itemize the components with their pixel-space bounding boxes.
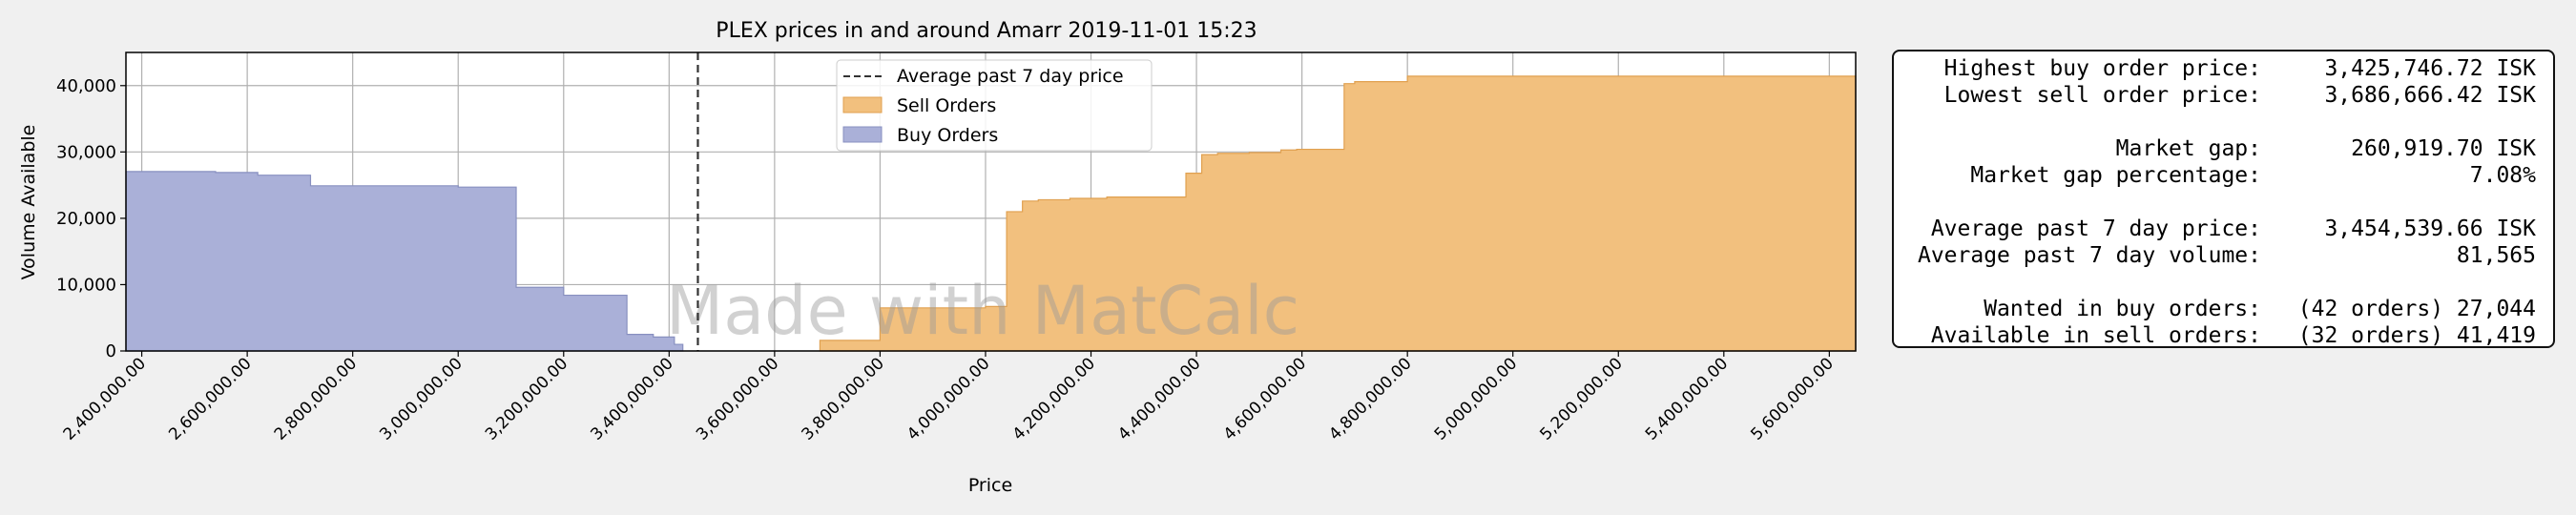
y-tick-label: 40,000 bbox=[56, 76, 116, 96]
x-tick-label: 3,000,000.00 bbox=[376, 354, 466, 443]
x-tick-label: 4,000,000.00 bbox=[904, 354, 993, 443]
info-label: Market gap percentage: bbox=[1970, 163, 2261, 188]
x-tick-label: 2,800,000.00 bbox=[271, 354, 361, 443]
y-tick-label: 10,000 bbox=[56, 275, 116, 295]
legend-frame bbox=[836, 59, 1153, 152]
plot-frame bbox=[125, 52, 1857, 352]
info-label: Wanted in buy orders: bbox=[1984, 297, 2261, 321]
legend-sell-label: Sell Orders bbox=[897, 95, 996, 116]
buy-orders-area bbox=[125, 171, 684, 352]
x-tick-label: 3,400,000.00 bbox=[587, 354, 676, 443]
info-row-avg-volume: Average past 7 day volume: 81,565 bbox=[1894, 242, 2553, 269]
info-value: 3,686,666.42 ISK bbox=[2324, 83, 2536, 108]
y-tick-label: 20,000 bbox=[56, 209, 116, 229]
info-value: 81,565 bbox=[2456, 243, 2536, 268]
info-label: Market gap: bbox=[2115, 136, 2261, 161]
legend-sell-swatch bbox=[842, 96, 883, 113]
y-tick-label: 30,000 bbox=[56, 142, 116, 162]
market-summary-box: Highest buy order price: 3,425,746.72 IS… bbox=[1892, 50, 2555, 348]
x-tick-label: 3,800,000.00 bbox=[799, 354, 888, 443]
info-row-market-gap: Market gap: 260,919.70 ISK bbox=[1894, 135, 2553, 162]
sell-orders-area bbox=[819, 75, 1857, 352]
info-row-market-gap-percentage: Market gap percentage: 7.08% bbox=[1894, 162, 2553, 189]
y-axis-label: Volume Available bbox=[18, 125, 39, 280]
x-tick-label: 2,400,000.00 bbox=[60, 354, 150, 443]
x-tick-label: 4,200,000.00 bbox=[1009, 354, 1099, 443]
info-value: (42 orders) 27,044 bbox=[2297, 297, 2536, 321]
legend-avg-label: Average past 7 day price bbox=[897, 66, 1124, 87]
info-value: (32 orders) 41,419 bbox=[2297, 323, 2536, 348]
legend-buy-label: Buy Orders bbox=[897, 125, 998, 146]
x-tick-label: 3,600,000.00 bbox=[693, 354, 782, 443]
info-row-lowest-sell: Lowest sell order price: 3,686,666.42 IS… bbox=[1894, 82, 2553, 109]
info-label: Available in sell orders: bbox=[1930, 323, 2261, 348]
info-value: 3,425,746.72 ISK bbox=[2324, 56, 2536, 81]
info-label: Highest buy order price: bbox=[1943, 56, 2261, 81]
x-tick-label: 5,400,000.00 bbox=[1642, 354, 1732, 443]
x-tick-label: 2,600,000.00 bbox=[165, 354, 255, 443]
y-tick-label: 0 bbox=[106, 341, 116, 361]
chart-title: PLEX prices in and around Amarr 2019-11-… bbox=[716, 19, 1257, 43]
info-row-avg-price: Average past 7 day price: 3,454,539.66 I… bbox=[1894, 216, 2553, 242]
chart: Made with MatCalc 2,400,000.00 2,600,000.… bbox=[18, 19, 1857, 496]
info-label: Average past 7 day volume: bbox=[1917, 243, 2261, 268]
legend: Average past 7 day price Sell Orders Buy… bbox=[836, 59, 1153, 152]
x-tick-label: 4,800,000.00 bbox=[1325, 354, 1415, 443]
x-tick-label: 4,600,000.00 bbox=[1220, 354, 1310, 443]
info-value: 260,919.70 ISK bbox=[2351, 136, 2536, 161]
x-axis-label: Price bbox=[968, 475, 1012, 496]
info-row-wanted-buy: Wanted in buy orders: (42 orders) 27,044 bbox=[1894, 296, 2553, 322]
series-layer bbox=[125, 75, 1857, 352]
x-tick-label: 5,200,000.00 bbox=[1536, 354, 1626, 443]
legend-buy-swatch bbox=[842, 126, 883, 143]
info-value: 7.08% bbox=[2469, 163, 2536, 188]
x-tick-label: 3,200,000.00 bbox=[482, 354, 571, 443]
info-row-available-sell: Available in sell orders: (32 orders) 41… bbox=[1894, 322, 2553, 349]
info-label: Average past 7 day price: bbox=[1930, 216, 2261, 241]
watermark: Made with MatCalc bbox=[666, 272, 1299, 350]
x-tick-label: 5,600,000.00 bbox=[1747, 354, 1837, 443]
info-row-highest-buy: Highest buy order price: 3,425,746.72 IS… bbox=[1894, 55, 2553, 82]
x-tick-label: 4,400,000.00 bbox=[1114, 354, 1204, 443]
info-label: Lowest sell order price: bbox=[1943, 83, 2261, 108]
x-tick-label: 5,000,000.00 bbox=[1431, 354, 1521, 443]
info-value: 3,454,539.66 ISK bbox=[2324, 216, 2536, 241]
